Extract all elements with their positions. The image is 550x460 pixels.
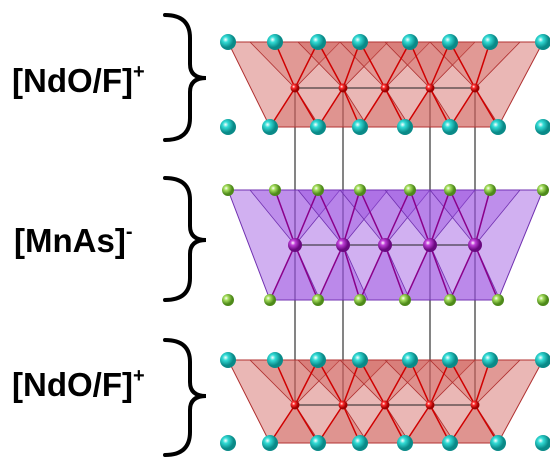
atom [339,401,348,410]
atom [402,34,418,50]
atom [397,435,413,451]
atom [535,119,550,135]
atom [262,119,278,135]
atom [352,34,368,50]
layer-name: [NdO/F] [12,366,133,403]
atom [354,294,366,306]
layer-name: [NdO/F] [12,62,133,99]
atom [291,401,300,410]
brace [165,340,206,455]
atom [310,352,326,368]
atom [423,238,437,252]
brace [165,178,206,300]
atom [404,184,416,196]
atom [471,84,480,93]
atom [399,294,411,306]
atom [264,294,276,306]
atom [220,119,236,135]
atom [426,401,435,410]
atom [222,294,234,306]
atom [312,294,324,306]
atom [269,184,281,196]
layer-charge: - [126,221,133,243]
atom [482,352,498,368]
atom [220,435,236,451]
layer-label: [NdO/F]+ [12,365,145,403]
atom [310,435,326,451]
atom [535,435,550,451]
atom [352,435,368,451]
atom [471,401,480,410]
atom [537,294,549,306]
atom [381,401,390,410]
atom [397,119,413,135]
atom [220,34,236,50]
atom [220,352,236,368]
atom [352,119,368,135]
layer-charge: + [133,61,145,83]
atom [442,352,458,368]
atom [490,435,506,451]
layer-name: [MnAs] [14,222,126,259]
atom [482,34,498,50]
atom [490,119,506,135]
atom [378,238,392,252]
layer-label: [MnAs]- [14,221,132,259]
atom [354,184,366,196]
atom [267,352,283,368]
atom [352,352,368,368]
atom [444,294,456,306]
atom [442,119,458,135]
atom [492,294,504,306]
atom [312,184,324,196]
atom [339,84,348,93]
atom [442,34,458,50]
atom [291,84,300,93]
layer-charge: + [133,365,145,387]
atom [444,184,456,196]
atom [426,84,435,93]
atom [310,119,326,135]
atom [310,34,326,50]
atom [442,435,458,451]
brace [165,15,206,140]
layer-label: [NdO/F]+ [12,61,145,99]
braces [165,15,206,455]
atom [537,184,549,196]
atom [262,435,278,451]
atom [288,238,302,252]
atom [381,84,390,93]
atom [336,238,350,252]
atom [468,238,482,252]
atom [402,352,418,368]
atom [222,184,234,196]
structure [220,34,550,451]
crystal-structure-diagram: [NdO/F]+ [MnAs]- [NdO/F]+ [0,0,550,460]
atom [267,34,283,50]
atom [484,184,496,196]
